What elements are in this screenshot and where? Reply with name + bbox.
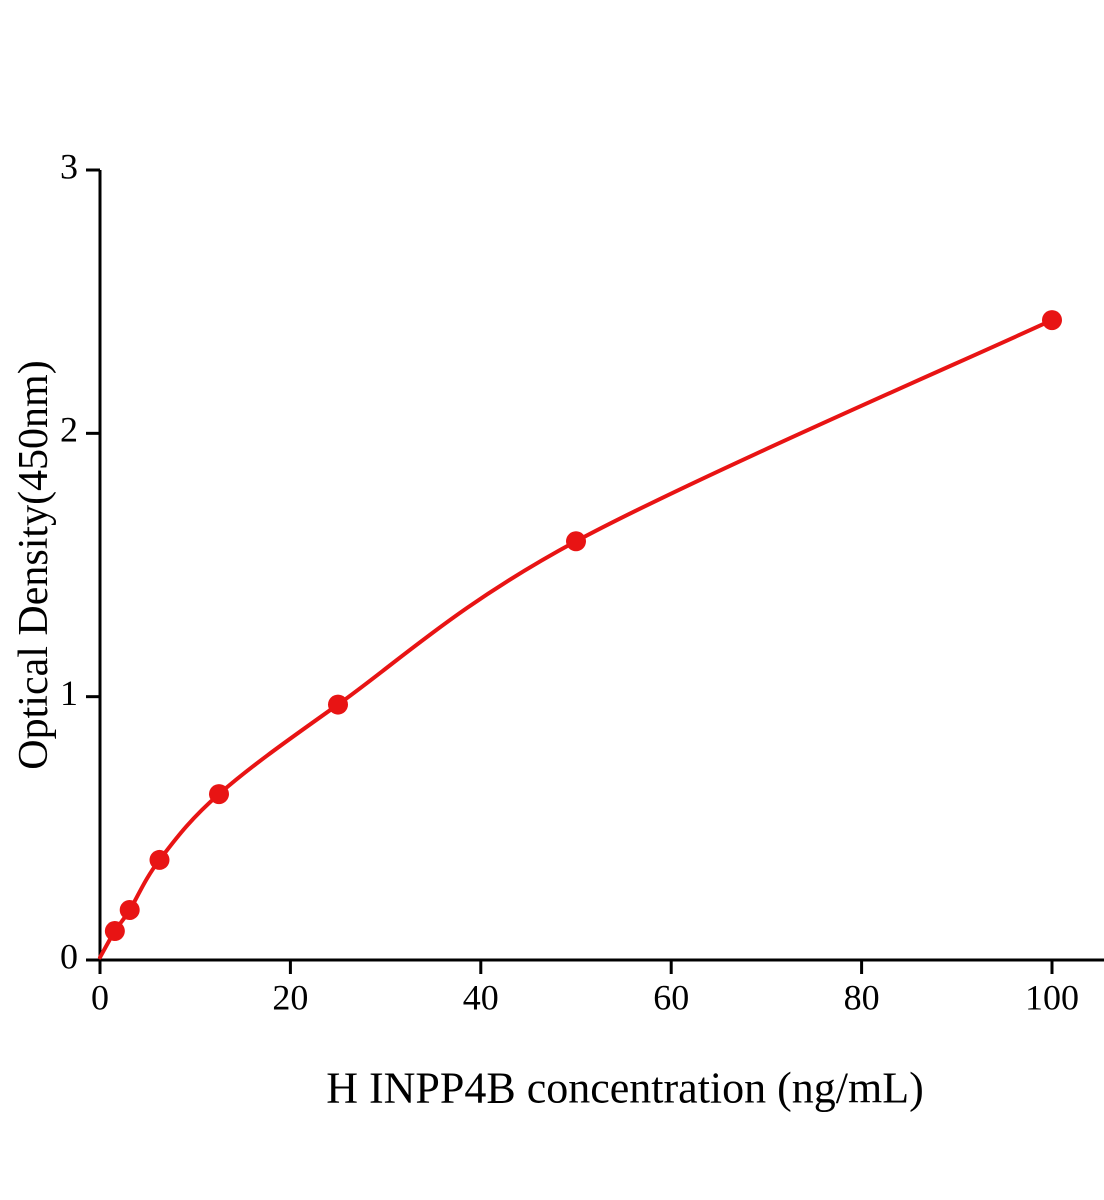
data-point-marker: [1042, 310, 1062, 331]
data-point-marker: [119, 899, 140, 920]
data-point-marker: [328, 694, 348, 715]
y-tick-label: 2: [60, 410, 78, 450]
x-tick-label: 0: [91, 978, 109, 1018]
x-tick-label: 20: [272, 978, 308, 1018]
data-point-marker: [104, 921, 125, 942]
y-tick-label: 1: [60, 673, 78, 713]
x-tick-label: 100: [1025, 978, 1079, 1018]
y-axis-label: Optical Density(450nm): [11, 360, 57, 770]
x-tick-label: 60: [653, 978, 689, 1018]
x-tick-label: 80: [844, 978, 880, 1018]
x-axis-label: H INPP4B concentration (ng/mL): [326, 1063, 924, 1113]
standard-curve-line: [98, 318, 1054, 960]
data-point-marker: [149, 849, 170, 870]
data-point-marker: [566, 531, 586, 552]
x-tick-label: 40: [463, 978, 499, 1018]
y-tick-label: 0: [60, 936, 78, 976]
y-tick-label: 3: [60, 146, 78, 186]
data-point-marker: [209, 784, 229, 805]
